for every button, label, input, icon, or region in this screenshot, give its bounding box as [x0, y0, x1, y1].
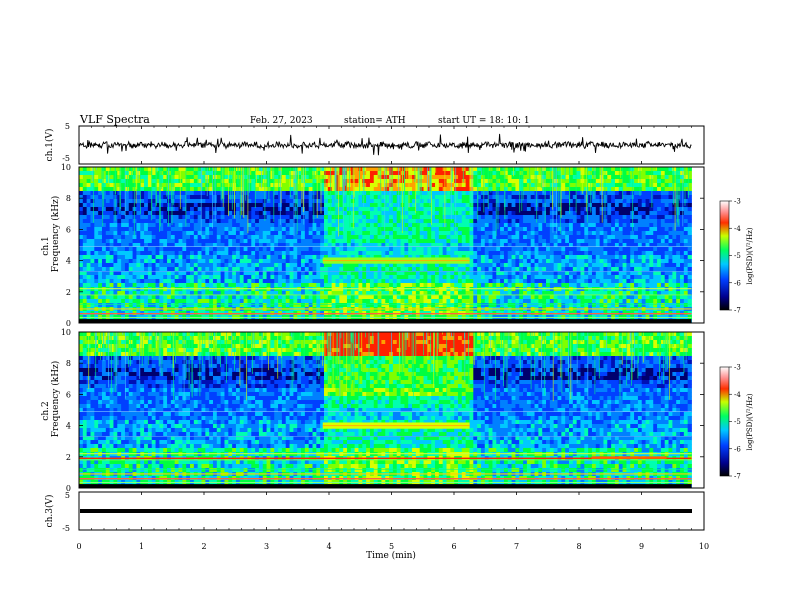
- ch1-spectrogram: [79, 167, 704, 323]
- time-tick-label: 4: [326, 542, 331, 551]
- ch3-voltage-axis-label: ch.3(V): [44, 495, 55, 528]
- time-tick-label: 2: [201, 542, 206, 551]
- ch3-ytick-bottom: -5: [62, 524, 70, 533]
- frequency-tick-label: 2: [66, 288, 71, 297]
- ch2-freq-axis-label-channel: ch.2: [41, 401, 51, 420]
- ch1-colorbar-label: log(PSD)(V²/Hz): [746, 227, 754, 284]
- time-tick-label: 8: [576, 542, 581, 551]
- frequency-tick-label: 10: [61, 328, 71, 337]
- time-tick-label: 1: [139, 542, 144, 551]
- ch3-ytick-top: 5: [65, 491, 70, 500]
- colorbar-tick-label: -6: [734, 279, 741, 287]
- start-time-label: start UT = 18: 10: 1: [438, 116, 530, 126]
- colorbar-tick-label: -5: [734, 418, 741, 426]
- time-tick-label: 7: [514, 542, 519, 551]
- figure-title: VLF Spectra: [79, 113, 150, 126]
- time-tick-label: 0: [76, 542, 81, 551]
- frequency-tick-label: 2: [66, 453, 71, 462]
- time-tick-label: 6: [451, 542, 456, 551]
- ch1-waveform-panel: 5 -5 ch.1(V): [44, 122, 704, 164]
- time-tick-label: 3: [264, 542, 269, 551]
- ch1-spectrogram-panel: 0 2 4 6 8 10 ch.1 Frequency (kHz): [41, 163, 704, 328]
- colorbar-tick-label: -6: [734, 445, 741, 453]
- date-label: Feb. 27, 2023: [250, 116, 313, 126]
- ch1-voltage-axis-label: ch.1(V): [44, 129, 55, 162]
- frequency-tick-label: 8: [66, 359, 71, 368]
- ch1-freq-axis-label: Frequency (kHz): [50, 196, 61, 273]
- ch2-spectrogram: [79, 332, 704, 488]
- ch1-ytick-bottom: -5: [62, 154, 70, 163]
- colorbar-tick-label: -7: [734, 307, 741, 315]
- ch1-colorbar: -3 -4 -5 -6 -7 log(PSD)(V²/Hz): [720, 198, 754, 315]
- ch2-colorbar: -3 -4 -5 -6 -7 log(PSD)(V²/Hz): [720, 364, 754, 481]
- frequency-tick-label: 4: [66, 422, 71, 431]
- colorbar-tick-label: -5: [734, 252, 741, 260]
- colorbar-tick-label: -7: [734, 473, 741, 481]
- colorbar-tick-label: -4: [734, 225, 741, 233]
- time-tick-label: 9: [639, 542, 644, 551]
- ch1-ytick-top: 5: [65, 122, 70, 131]
- ch1-freq-axis-label-channel: ch.1: [41, 236, 51, 255]
- frequency-tick-label: 0: [66, 319, 71, 328]
- time-tick-label: 5: [389, 542, 394, 551]
- colorbar-tick-label: -3: [734, 364, 741, 372]
- frequency-tick-label: 4: [66, 257, 71, 266]
- colorbar-tick-label: -4: [734, 391, 741, 399]
- frequency-tick-label: 8: [66, 194, 71, 203]
- ch2-freq-axis-label: Frequency (kHz): [50, 361, 61, 438]
- ch3-waveform-panel: 5 -5 ch.3(V): [44, 491, 704, 533]
- frequency-tick-label: 6: [66, 225, 71, 234]
- frequency-tick-label: 10: [61, 163, 71, 172]
- frequency-tick-label: 6: [66, 390, 71, 399]
- ch2-colorbar-label: log(PSD)(V²/Hz): [746, 393, 754, 450]
- time-tick-label: 10: [699, 542, 709, 551]
- colorbar-tick-label: -3: [734, 198, 741, 206]
- time-axis-label: Time (min): [366, 550, 416, 561]
- station-label: station= ATH: [344, 116, 406, 126]
